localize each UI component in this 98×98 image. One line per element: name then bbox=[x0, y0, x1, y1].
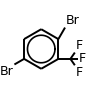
Text: F: F bbox=[75, 66, 82, 79]
Text: F: F bbox=[75, 39, 82, 52]
Text: F: F bbox=[79, 52, 86, 65]
Text: Br: Br bbox=[0, 65, 14, 78]
Text: Br: Br bbox=[66, 14, 80, 27]
